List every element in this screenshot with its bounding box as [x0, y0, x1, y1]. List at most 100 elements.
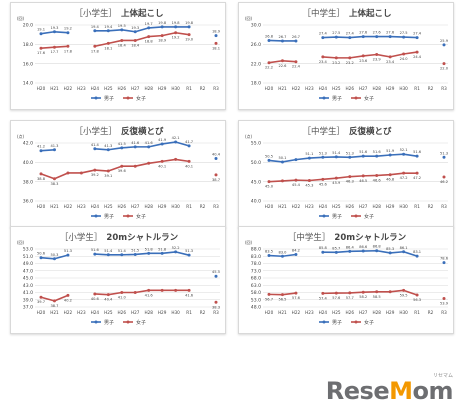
x-tick-label: H26 — [118, 310, 127, 315]
chart-panel-junior-high-side-steps: ［中学生］ 反復横とび (点) 55.0 50.0 45.0 40.0 H20 H21 H22 H2… — [238, 120, 454, 228]
boys-data-point — [133, 252, 137, 256]
legend-marker — [322, 96, 326, 100]
data-label: 47.2 — [400, 176, 408, 180]
girls-data-point — [66, 44, 70, 48]
data-label: 19.8 — [185, 21, 194, 25]
girls-data-point — [267, 292, 271, 296]
x-tick-label: H21 — [278, 310, 287, 315]
x-tick-label: R2 — [428, 204, 434, 209]
x-tick-label: H21 — [278, 86, 287, 91]
y-tick-label: 53.0 — [23, 247, 33, 253]
y-tick-label: 18.0 — [23, 42, 33, 48]
x-tick-label: H29 — [386, 86, 395, 91]
x-tick-label: H26 — [346, 310, 355, 315]
x-tick-label: H20 — [265, 310, 274, 315]
chart-panel-elementary-sit-ups: ［小学生］ 上体起こし (回) 20.0 18.0 16.0 14.0 H20 H21 H22 H2… — [10, 2, 226, 110]
boys-data-point — [187, 144, 191, 148]
y-tick-label: 18.0 — [251, 81, 261, 87]
y-tick-label: 39.0 — [23, 297, 33, 303]
girls-data-point — [280, 59, 284, 63]
x-tick-label: H25 — [104, 310, 113, 315]
x-tick-label: H22 — [64, 86, 73, 91]
chart-svg: ［小学生］ 上体起こし (回) 20.0 18.0 16.0 14.0 H20 H21 H22 H2… — [17, 8, 221, 102]
girls-data-point — [361, 290, 365, 294]
data-label: 18.9 — [212, 30, 221, 34]
x-tick-label: H21 — [50, 86, 59, 91]
boys-data-point — [267, 158, 271, 162]
data-label: 23.4 — [386, 60, 395, 64]
legend-label: 女子 — [136, 95, 146, 102]
chart-title-bracket: ［中学生］ — [302, 126, 345, 137]
girls-data-point — [147, 161, 151, 165]
chart-panel-elementary-shuttle-run: ［小学生］ 20mシャトルラン (回) 53.0 51.0 49.0 47.0 45.0 43.… — [10, 226, 226, 334]
data-label: 18.8 — [145, 40, 154, 44]
chart-svg: ［中学生］ 上体起こし (回) 30.0 26.0 22.0 18.0 H20 H21 H22 H2… — [245, 8, 449, 102]
resemom-logo[interactable]: ReseMom リセマム — [326, 373, 454, 403]
x-tick-label: H24 — [91, 204, 100, 209]
y-tick-label: 88.0 — [251, 247, 261, 253]
boys-data-point — [348, 249, 352, 253]
boys-data-point — [294, 39, 298, 43]
data-label: 39.1 — [104, 174, 112, 178]
data-label: 22.6 — [278, 64, 287, 68]
boys-data-point — [334, 250, 338, 254]
girls-data-point — [133, 291, 137, 294]
x-tick-label: H21 — [50, 204, 59, 209]
girls-data-point — [106, 293, 110, 297]
x-tick-label: H26 — [346, 204, 355, 209]
x-tick-label: R1 — [414, 204, 420, 209]
y-axis-unit: (回) — [17, 16, 25, 21]
girls-series-line — [40, 158, 190, 180]
data-label: 51.4 — [332, 151, 341, 155]
data-label: 41.9 — [158, 138, 167, 142]
data-label: 45.9 — [332, 181, 341, 185]
y-tick-label: 36.0 — [23, 199, 33, 205]
data-label: 19.1 — [37, 28, 45, 32]
boys-data-point — [321, 155, 325, 159]
boys-data-point — [120, 253, 124, 257]
x-tick-label: H27 — [359, 310, 368, 315]
x-tick-label: H22 — [64, 204, 73, 209]
data-label: 51.4 — [118, 249, 127, 253]
boys-data-point — [334, 155, 338, 159]
boys-data-point — [280, 39, 284, 43]
girls-data-point — [214, 300, 218, 304]
data-label: 56.7 — [265, 297, 273, 301]
girls-data-point — [160, 288, 164, 292]
data-label: 17.8 — [64, 49, 73, 53]
x-tick-label: H29 — [158, 86, 167, 91]
data-label: 24.4 — [413, 55, 422, 59]
chart-svg: ［中学生］ 20mシャトルラン(回)88.083.078.073.068.063.… — [245, 232, 449, 326]
girls-data-point — [187, 288, 191, 292]
x-tick-label: H29 — [386, 310, 395, 315]
boys-data-point — [415, 36, 419, 40]
boys-series-line — [322, 249, 418, 257]
legend-marker — [94, 96, 98, 100]
data-label: 52.1 — [400, 148, 408, 152]
x-tick-label: H20 — [265, 86, 274, 91]
girls-data-point — [174, 31, 178, 35]
y-tick-label: 63.0 — [251, 283, 261, 289]
girls-data-point — [174, 288, 178, 292]
girls-data-point — [442, 175, 446, 179]
y-tick-label: 49.0 — [23, 261, 33, 267]
boys-data-point — [93, 252, 97, 256]
data-label: 25.9 — [440, 39, 449, 43]
data-label: 19.8 — [172, 21, 181, 25]
data-label: 27.5 — [400, 31, 408, 35]
x-tick-label: H27 — [131, 204, 140, 209]
y-tick-label: 38.0 — [23, 179, 33, 185]
girls-data-point — [361, 54, 365, 58]
data-label: 45.4 — [292, 183, 301, 187]
data-label: 45.3 — [305, 184, 313, 188]
data-label: 57.6 — [292, 296, 301, 300]
x-tick-label: H27 — [359, 204, 368, 209]
data-label: 42.1 — [172, 136, 180, 140]
boys-data-point — [402, 250, 406, 254]
data-label: 51.5 — [131, 248, 139, 252]
girls-data-point — [187, 159, 191, 163]
x-tick-label: R1 — [186, 86, 192, 91]
data-label: 19.4 — [104, 25, 113, 29]
chart-title: ［小学生］ 反復横とび — [74, 126, 164, 137]
legend-label: 女子 — [364, 95, 374, 102]
